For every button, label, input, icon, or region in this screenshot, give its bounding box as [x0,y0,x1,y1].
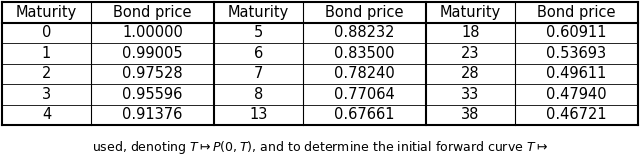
Text: 0.97528: 0.97528 [122,66,183,81]
Text: Bond price: Bond price [325,5,404,20]
Text: 38: 38 [461,107,480,122]
Text: 0.60911: 0.60911 [547,25,607,40]
Text: Maturity: Maturity [440,5,501,20]
Text: 23: 23 [461,46,480,61]
Text: 18: 18 [461,25,480,40]
Text: 0.47940: 0.47940 [546,87,607,102]
Text: 8: 8 [254,87,263,102]
Text: 33: 33 [461,87,479,102]
Text: 0: 0 [42,25,51,40]
Text: 2: 2 [42,66,51,81]
Text: 0.78240: 0.78240 [334,66,395,81]
Text: Maturity: Maturity [16,5,77,20]
Text: 6: 6 [254,46,263,61]
Text: 0.88232: 0.88232 [334,25,395,40]
Text: 0.83500: 0.83500 [334,46,395,61]
Text: 0.99005: 0.99005 [122,46,183,61]
Text: 5: 5 [254,25,263,40]
Text: 0.46721: 0.46721 [546,107,607,122]
Text: 3: 3 [42,87,51,102]
Text: Bond price: Bond price [113,5,192,20]
Text: used, denoting $T \mapsto P(0, T)$, and to determine the initial forward curve $: used, denoting $T \mapsto P(0, T)$, and … [92,138,548,156]
Text: 0.77064: 0.77064 [334,87,395,102]
Text: 0.67661: 0.67661 [334,107,395,122]
Text: 13: 13 [250,107,268,122]
Text: 1: 1 [42,46,51,61]
Text: 1.00000: 1.00000 [122,25,183,40]
Text: Bond price: Bond price [537,5,616,20]
Text: 0.49611: 0.49611 [547,66,607,81]
Text: 4: 4 [42,107,51,122]
Text: 7: 7 [254,66,263,81]
Text: 0.53693: 0.53693 [547,46,607,61]
Text: 0.95596: 0.95596 [122,87,182,102]
Text: 28: 28 [461,66,480,81]
Text: Maturity: Maturity [228,5,289,20]
Text: 0.91376: 0.91376 [122,107,182,122]
